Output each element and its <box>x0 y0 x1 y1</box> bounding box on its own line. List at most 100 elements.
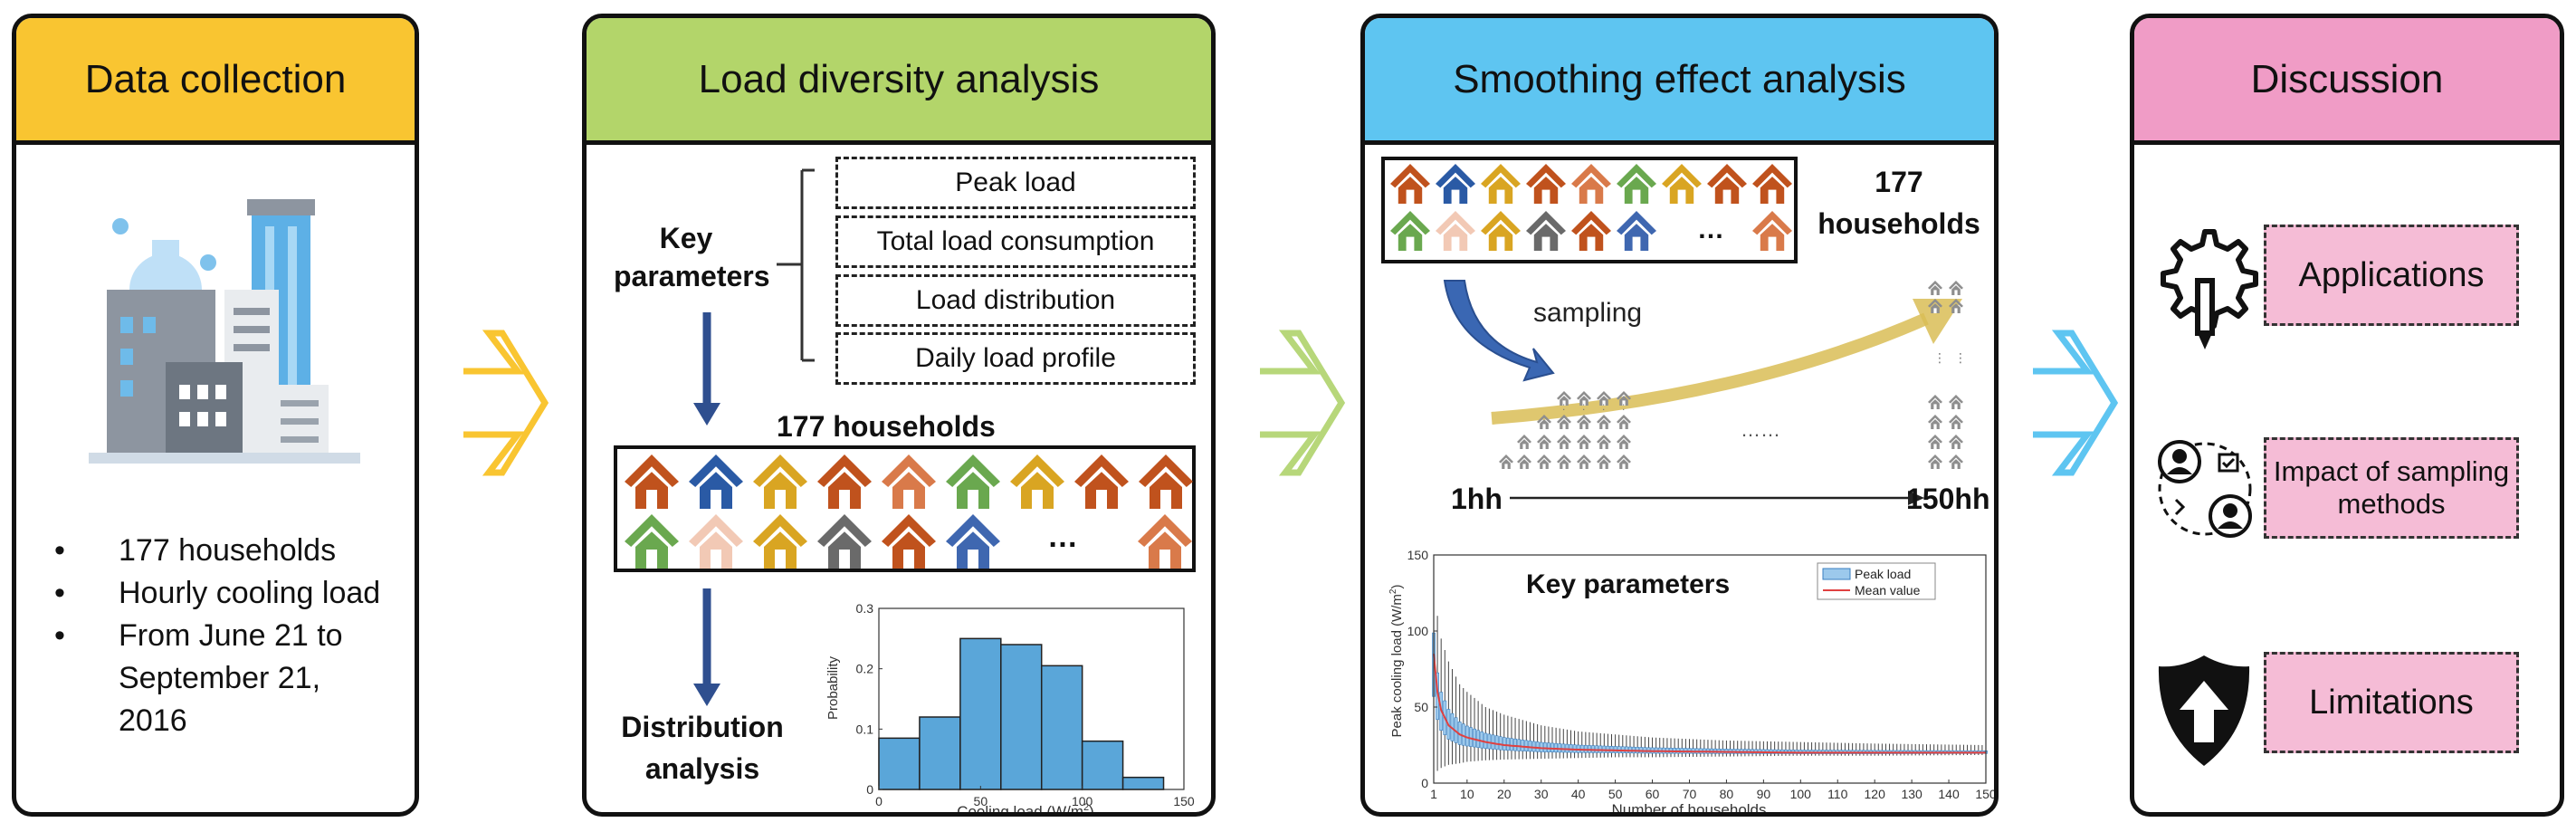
households-label: 177 households <box>777 410 996 443</box>
house-icon <box>1537 435 1551 449</box>
gear-pencil-icon <box>2161 229 2258 349</box>
chart-legend: Peak load Mean value <box>1817 562 1936 600</box>
house-icon <box>1949 395 1963 409</box>
box <box>1513 738 1517 751</box>
box <box>1465 725 1469 747</box>
house-icon <box>946 514 1000 569</box>
house-icon <box>1557 454 1571 469</box>
hist-xtick-label: 150 <box>1173 794 1195 808</box>
households-grid: … <box>614 445 1196 572</box>
flow-arrow-3 <box>2033 330 2119 476</box>
house-icon <box>1617 211 1656 251</box>
xtick-label: 120 <box>1865 787 1886 801</box>
house-icon <box>753 514 807 569</box>
house-icon <box>625 514 679 569</box>
hist-bar <box>919 716 961 790</box>
house-icon <box>1928 415 1942 429</box>
house-icon <box>1617 164 1656 204</box>
house-icon <box>689 454 743 509</box>
to-label: 150hh <box>1906 483 1989 515</box>
chart-ylabel: Peak cooling load (W/m2) <box>1388 585 1405 738</box>
growth-arrow <box>1491 312 1929 425</box>
box <box>1524 740 1529 752</box>
house-icon <box>1074 454 1129 509</box>
box <box>1473 728 1476 748</box>
panel-title: Discussion <box>2250 56 2444 101</box>
ytick-label: 0 <box>1421 776 1428 790</box>
applications-box: Applications <box>2264 225 2519 326</box>
house-icon <box>625 454 679 509</box>
house-icon <box>1577 415 1591 429</box>
distribution-analysis-label: Distribution analysis <box>621 711 784 785</box>
xtick-label: 100 <box>1790 787 1812 801</box>
panel-header: Load diversity analysis <box>587 18 1211 145</box>
house-icon <box>1949 435 1963 449</box>
house-icon <box>1949 454 1963 469</box>
house-icon <box>1571 211 1611 251</box>
hist-xtick-label: 0 <box>875 794 883 808</box>
box <box>1487 733 1492 750</box>
house-icon <box>817 514 872 569</box>
house-icon <box>1597 415 1611 429</box>
house-icon <box>1390 164 1430 204</box>
house-icon <box>1138 514 1192 569</box>
ellipsis: … <box>1697 215 1724 244</box>
box <box>1502 737 1506 751</box>
hist-ytick-label: 0.3 <box>856 601 874 616</box>
panel-smoothing-effect: Smoothing effect analysis … 177 househol… <box>1360 14 1999 817</box>
boxplot-group <box>1432 569 1988 776</box>
stack-dots: : <box>1622 400 1625 413</box>
ytick-label: 100 <box>1407 624 1429 638</box>
mean-line <box>1433 654 1986 754</box>
xtick-label: 40 <box>1571 787 1586 801</box>
house-icon <box>1597 391 1611 406</box>
xtick-label: 50 <box>1608 787 1623 801</box>
house-icon <box>689 514 743 569</box>
people-exchange-icon <box>2158 440 2252 538</box>
panel-header: Smoothing effect analysis <box>1365 18 1994 145</box>
house-icon <box>1617 415 1631 429</box>
box <box>1521 740 1525 751</box>
house-icon <box>1571 164 1611 204</box>
house-icon <box>1537 454 1551 469</box>
box <box>1539 741 1543 752</box>
hist-xtick-label: 50 <box>974 794 988 808</box>
xtick-label: 150 <box>1975 787 1997 801</box>
param-box-total-load: Total load consumption <box>835 215 1196 268</box>
stack-dots: ⋮ <box>1954 350 1967 365</box>
house-icon <box>1928 281 1942 295</box>
box <box>1476 730 1481 748</box>
from-label: 1hh <box>1451 483 1503 515</box>
house-icon <box>1597 435 1611 449</box>
hist-bar <box>1000 644 1043 790</box>
house-icon <box>1662 164 1702 204</box>
list-item: September 21, <box>119 661 321 695</box>
house-icon <box>1481 211 1521 251</box>
panel-title: Load diversity analysis <box>698 56 1100 101</box>
legend-label: Mean value <box>1855 583 1921 598</box>
list-item: • Hourly cooling load <box>54 576 381 610</box>
xtick-label: 20 <box>1497 787 1512 801</box>
xtick-label: 140 <box>1938 787 1960 801</box>
key-parameters-label: Key parameters <box>614 222 770 292</box>
param-box-peak-load: Peak load <box>835 157 1196 209</box>
hist-xlabel: Cooling load (W/m2) <box>957 802 1094 817</box>
hist-ytick-label: 0.1 <box>856 722 874 736</box>
xtick-label: 30 <box>1534 787 1549 801</box>
box <box>1517 739 1522 751</box>
box <box>1498 736 1503 751</box>
stack-dots: : <box>1562 400 1565 413</box>
house-icon <box>882 514 936 569</box>
ytick-label: 150 <box>1407 548 1429 562</box>
house-icon <box>1537 415 1551 429</box>
house-icon <box>1707 164 1747 204</box>
xtick-label: 110 <box>1827 787 1848 801</box>
chart-frame <box>1433 554 1987 784</box>
house-icon <box>1517 435 1531 449</box>
house-icon <box>1617 454 1631 469</box>
stack-dots: : <box>1602 400 1605 413</box>
legend-label: Peak load <box>1855 567 1911 581</box>
limitations-box: Limitations <box>2264 652 2519 753</box>
house-icon <box>1928 299 1942 313</box>
house-icon <box>1517 454 1531 469</box>
